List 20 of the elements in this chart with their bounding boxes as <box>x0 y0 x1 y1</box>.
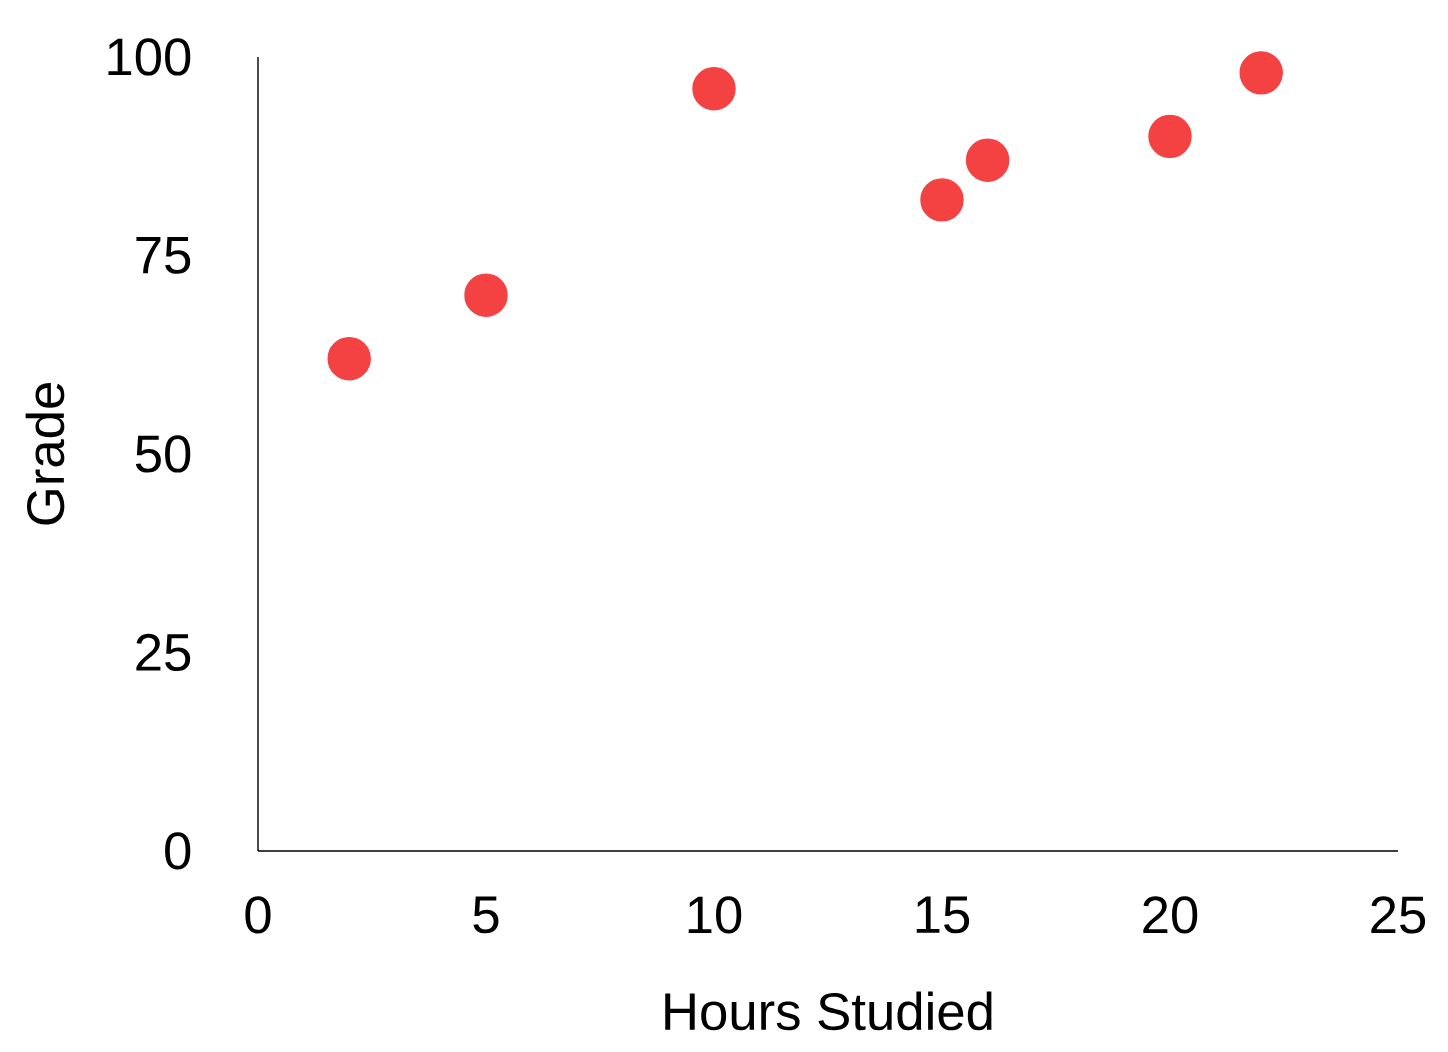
y-tick-label: 50 <box>135 435 191 473</box>
x-tick-label: 20 <box>1143 896 1198 934</box>
y-tick-label: 75 <box>136 237 191 274</box>
point <box>920 178 964 222</box>
point <box>1148 114 1192 159</box>
point <box>1239 51 1283 95</box>
x-axis-title: Hours Studied <box>665 991 992 1031</box>
point <box>965 138 1010 182</box>
x-tick-label: 0 <box>245 896 271 934</box>
y-tick-label: 0 <box>165 832 191 870</box>
x-tick-label: 25 <box>1371 896 1426 934</box>
y-axis-title: Grade <box>25 383 65 525</box>
y-tick-label: 100 <box>108 38 191 76</box>
x-tick-label: 5 <box>473 896 499 934</box>
point <box>327 337 371 381</box>
point <box>692 67 736 111</box>
x-tick-label: 10 <box>688 896 742 934</box>
x-tick-label: 15 <box>916 896 970 934</box>
y-tick-label: 25 <box>136 633 191 672</box>
point <box>464 273 508 317</box>
